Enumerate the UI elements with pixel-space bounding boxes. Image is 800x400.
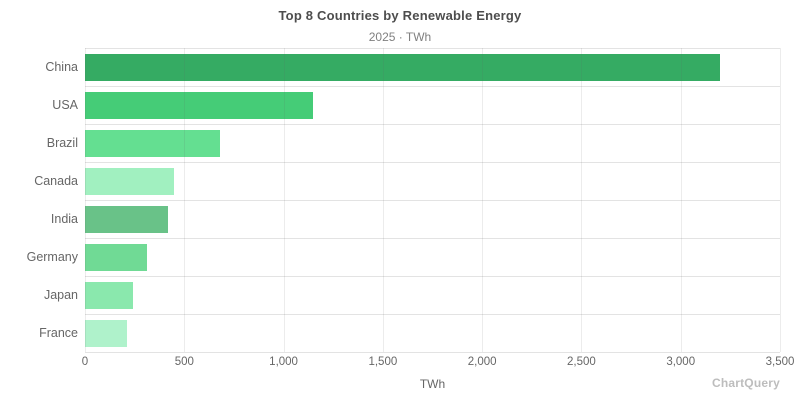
bar-brazil[interactable] [85, 129, 221, 157]
gridline-vertical [482, 48, 483, 352]
x-tick-2000: 2,000 [467, 356, 497, 368]
bar-china[interactable] [85, 53, 721, 81]
y-label-germany: Germany [26, 250, 78, 264]
x-tick-3000: 3,000 [666, 356, 696, 368]
y-label-brazil: Brazil [46, 136, 78, 150]
chart-subtitle: 2025 · TWh [368, 30, 432, 44]
gridline-horizontal [85, 276, 780, 277]
gridline-horizontal [85, 48, 780, 49]
chart-title: Top 8 Countries by Renewable Energy [278, 8, 522, 23]
gridline-vertical [581, 48, 582, 352]
y-label-japan: Japan [43, 288, 78, 302]
x-tick-2500: 2,500 [567, 356, 596, 368]
bar-canada[interactable] [85, 167, 175, 195]
gridline-vertical [284, 48, 285, 352]
x-axis-title: TWh [419, 377, 446, 391]
y-axis-labels: China USA Brazil Canada India Germany Japan Fra… [0, 48, 78, 352]
gridline-horizontal [85, 314, 780, 315]
gridline-vertical [85, 48, 86, 352]
bar-germany[interactable] [85, 243, 147, 271]
bar-france[interactable] [85, 319, 127, 347]
x-tick-1000: 1,000 [269, 356, 298, 368]
y-label-india: India [50, 212, 78, 226]
gridline-horizontal [85, 86, 780, 87]
y-label-china: China [45, 60, 78, 74]
bar-usa[interactable] [85, 91, 314, 119]
bar-india[interactable] [85, 205, 169, 233]
gridline-vertical [184, 48, 185, 352]
gridline-vertical [681, 48, 682, 352]
gridline-horizontal [85, 162, 780, 163]
y-label-usa: USA [52, 98, 78, 112]
x-tick-500: 500 [174, 356, 194, 368]
gridline-vertical [780, 48, 781, 352]
gridline-horizontal [85, 238, 780, 239]
gridline-vertical [383, 48, 384, 352]
x-axis-tick-labels: 0 500 1,000 1,500 2,000 2,500 3,000 3,500 [81, 356, 795, 372]
gridline-horizontal [85, 200, 780, 201]
plot-area [85, 48, 781, 353]
x-tick-3500: 3,500 [765, 356, 795, 368]
x-tick-0: 0 [81, 356, 89, 368]
gridline-horizontal [85, 352, 780, 353]
bar-japan[interactable] [85, 281, 133, 309]
gridline-horizontal [85, 124, 780, 125]
x-tick-1500: 1,500 [368, 356, 398, 368]
watermark: ChartQuery [711, 376, 780, 390]
y-label-canada: Canada [34, 174, 78, 188]
y-label-france: France [39, 326, 78, 340]
